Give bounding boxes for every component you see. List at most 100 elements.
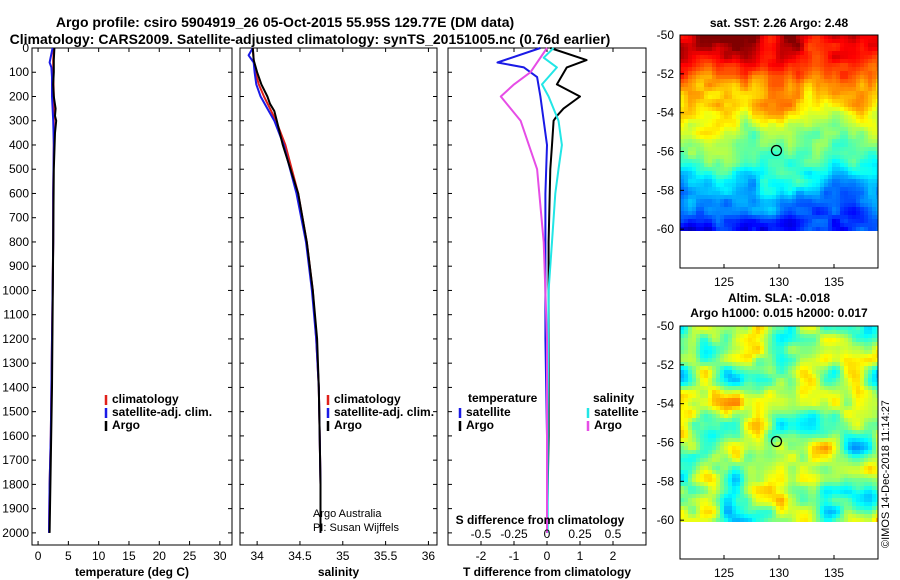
heatmap-cell xyxy=(792,382,796,386)
heatmap-cell xyxy=(848,490,852,494)
heatmap-cell xyxy=(696,143,700,147)
heatmap-cell xyxy=(812,155,816,159)
heatmap-cell xyxy=(740,430,744,434)
heatmap-cell xyxy=(856,51,860,55)
heatmap-cell xyxy=(856,83,860,87)
heatmap-cell xyxy=(692,430,696,434)
heatmap-cell xyxy=(876,215,878,219)
heatmap-cell xyxy=(724,75,728,79)
heatmap-cell xyxy=(796,446,800,450)
heatmap-cell xyxy=(800,163,804,167)
heatmap-cell xyxy=(724,326,728,330)
heatmap-cell xyxy=(764,51,768,55)
heatmap-cell xyxy=(812,414,816,418)
heatmap-cell xyxy=(728,67,732,71)
heatmap-cell xyxy=(812,195,816,199)
heatmap-cell xyxy=(708,151,712,155)
heatmap-cell xyxy=(852,378,856,382)
heatmap-cell xyxy=(716,195,720,199)
map-x-tick-label: 125 xyxy=(714,275,734,289)
heatmap-cell xyxy=(776,478,780,482)
heatmap-cell xyxy=(744,370,748,374)
heatmap-cell xyxy=(836,430,840,434)
heatmap-cell xyxy=(800,43,804,47)
heatmap-cell xyxy=(740,163,744,167)
heatmap-cell xyxy=(860,374,864,378)
heatmap-cell xyxy=(728,35,732,39)
heatmap-cell xyxy=(712,227,716,231)
heatmap-cell xyxy=(792,143,796,147)
heatmap-cell xyxy=(836,334,840,338)
heatmap-cell xyxy=(680,171,684,175)
heatmap-cell xyxy=(824,43,828,47)
heatmap-cell xyxy=(812,390,816,394)
heatmap-cell xyxy=(692,434,696,438)
heatmap-cell xyxy=(700,434,704,438)
heatmap-cell xyxy=(768,394,772,398)
heatmap-cell xyxy=(852,454,856,458)
heatmap-cell xyxy=(836,458,840,462)
heatmap-cell xyxy=(864,215,868,219)
heatmap-cell xyxy=(796,79,800,83)
heatmap-cell xyxy=(696,402,700,406)
heatmap-cell xyxy=(868,227,872,231)
heatmap-cell xyxy=(792,486,796,490)
heatmap-cell xyxy=(728,454,732,458)
heatmap-cell xyxy=(692,39,696,43)
heatmap-cell xyxy=(852,171,856,175)
heatmap-cell xyxy=(716,203,720,207)
heatmap-cell xyxy=(816,95,820,99)
heatmap-cell xyxy=(712,374,716,378)
heatmap-cell xyxy=(872,147,876,151)
heatmap-cell xyxy=(804,470,808,474)
heatmap-cell xyxy=(812,406,816,410)
heatmap-cell xyxy=(684,414,688,418)
heatmap-cell xyxy=(812,91,816,95)
heatmap-cell xyxy=(692,402,696,406)
heatmap-cell xyxy=(744,374,748,378)
heatmap-cell xyxy=(712,123,716,127)
heatmap-cell xyxy=(852,155,856,159)
heatmap-cell xyxy=(828,402,832,406)
heatmap-cell xyxy=(740,79,744,83)
heatmap-cell xyxy=(776,83,780,87)
heatmap-cell xyxy=(852,175,856,179)
heatmap-cell xyxy=(792,211,796,215)
heatmap-cell xyxy=(864,446,868,450)
heatmap-cell xyxy=(768,350,772,354)
heatmap-cell xyxy=(760,115,764,119)
heatmap-cell xyxy=(732,87,736,91)
heatmap-cell xyxy=(816,498,820,502)
heatmap-cell xyxy=(736,75,740,79)
heatmap-cell xyxy=(700,119,704,123)
heatmap-cell xyxy=(788,370,792,374)
heatmap-cell xyxy=(728,338,732,342)
heatmap-cell xyxy=(772,183,776,187)
heatmap-cell xyxy=(780,75,784,79)
heatmap-cell xyxy=(796,454,800,458)
heatmap-cell xyxy=(728,398,732,402)
heatmap-cell xyxy=(696,199,700,203)
heatmap-cell xyxy=(720,155,724,159)
heatmap-cell xyxy=(744,438,748,442)
heatmap-cell xyxy=(848,334,852,338)
heatmap-cell xyxy=(776,123,780,127)
heatmap-cell xyxy=(712,486,716,490)
heatmap-cell xyxy=(716,498,720,502)
heatmap-cell xyxy=(788,175,792,179)
heatmap-cell xyxy=(780,402,784,406)
heatmap-cell xyxy=(688,43,692,47)
heatmap-cell xyxy=(796,75,800,79)
heatmap-cell xyxy=(852,55,856,59)
heatmap-cell xyxy=(868,167,872,171)
heatmap-cell xyxy=(812,63,816,67)
heatmap-cell xyxy=(700,47,704,51)
heatmap-cell xyxy=(804,107,808,111)
heatmap-cell xyxy=(876,207,878,211)
heatmap-cell xyxy=(712,207,716,211)
heatmap-cell xyxy=(832,486,836,490)
heatmap-cell xyxy=(768,35,772,39)
heatmap-cell xyxy=(700,123,704,127)
heatmap-cell xyxy=(696,171,700,175)
heatmap-cell xyxy=(772,462,776,466)
